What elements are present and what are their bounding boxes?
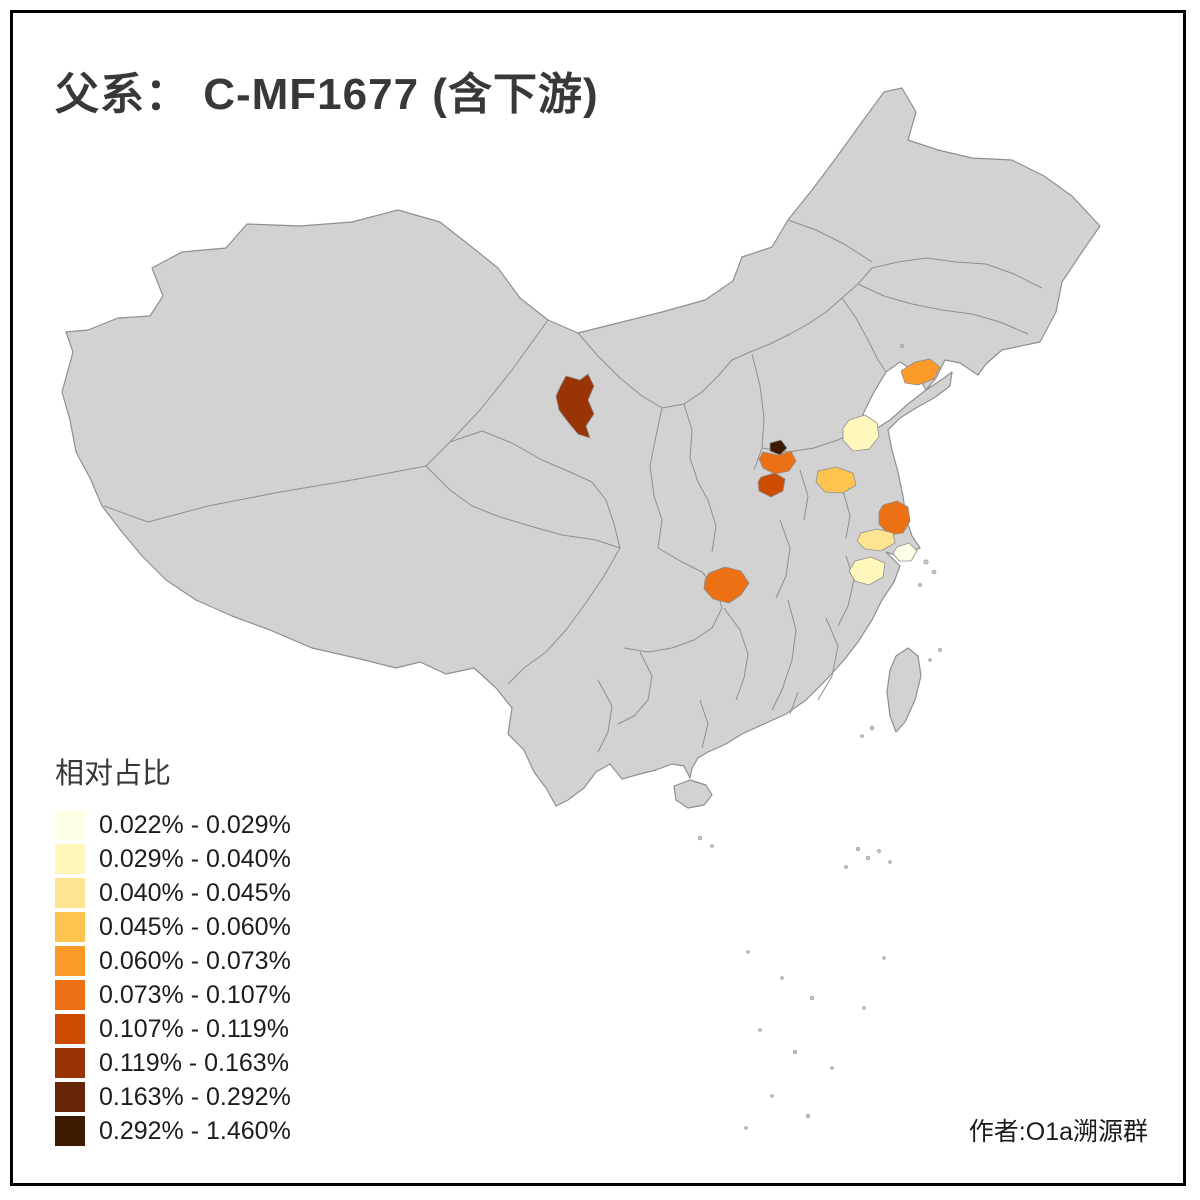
highlighted-region: [856, 528, 896, 552]
highlighted-region: [900, 358, 941, 386]
legend-swatch: [55, 1048, 85, 1078]
legend-swatch: [55, 946, 85, 976]
legend-label: 0.029% - 0.040%: [99, 844, 291, 873]
province-borders: [103, 219, 1043, 753]
map-title: 父系： C-MF1677 (含下游): [55, 70, 599, 119]
highlighted-region: [703, 566, 750, 604]
legend-label: 0.045% - 0.060%: [99, 912, 291, 941]
legend-row: 0.119% - 0.163%: [55, 1046, 291, 1080]
small-islands: [697, 344, 942, 1130]
legend-row: 0.292% - 1.460%: [55, 1114, 291, 1148]
legend-label: 0.022% - 0.029%: [99, 810, 291, 839]
legend-row: 0.029% - 0.040%: [55, 842, 291, 876]
highlighted-region: [842, 414, 880, 452]
legend-row: 0.107% - 0.119%: [55, 1012, 291, 1046]
legend-row: 0.073% - 0.107%: [55, 978, 291, 1012]
legend-row: 0.040% - 0.045%: [55, 876, 291, 910]
highlighted-regions: [555, 358, 941, 604]
highlighted-region: [757, 472, 786, 498]
legend-swatch: [55, 1014, 85, 1044]
legend-row: 0.022% - 0.029%: [55, 808, 291, 842]
legend-rows: 0.022% - 0.029% 0.029% - 0.040% 0.040% - 0…: [55, 808, 291, 1148]
legend-swatch: [55, 912, 85, 942]
mainland-outline: [61, 87, 1101, 807]
highlighted-region: [769, 439, 788, 456]
legend-label: 0.060% - 0.073%: [99, 946, 291, 975]
legend-row: 0.163% - 0.292%: [55, 1080, 291, 1114]
highlighted-region: [555, 373, 595, 439]
legend-label: 0.292% - 1.460%: [99, 1116, 291, 1145]
legend-swatch: [55, 810, 85, 840]
legend-label: 0.163% - 0.292%: [99, 1082, 291, 1111]
highlighted-region: [815, 466, 857, 494]
legend-label: 0.040% - 0.045%: [99, 878, 291, 907]
legend-swatch: [55, 980, 85, 1010]
legend-swatch: [55, 1082, 85, 1112]
legend-row: 0.045% - 0.060%: [55, 910, 291, 944]
highlighted-region: [892, 542, 918, 562]
legend-title: 相对占比: [55, 758, 172, 790]
legend-swatch: [55, 844, 85, 874]
legend-swatch: [55, 878, 85, 908]
landmass-group: [61, 87, 1101, 809]
attribution-text: 作者:O1a溯源群: [968, 1118, 1148, 1146]
legend-label: 0.073% - 0.107%: [99, 980, 291, 1009]
legend-swatch: [55, 1116, 85, 1146]
legend-row: 0.060% - 0.073%: [55, 944, 291, 978]
highlighted-region: [848, 556, 886, 586]
hainan-island: [673, 779, 713, 809]
taiwan-island: [886, 647, 922, 733]
highlighted-region: [878, 500, 911, 536]
legend: 相对占比 0.022% - 0.029% 0.029% - 0.040% 0.040…: [55, 750, 291, 1148]
highlighted-region: [758, 450, 797, 475]
legend-label: 0.107% - 0.119%: [99, 1014, 289, 1043]
legend-label: 0.119% - 0.163%: [99, 1048, 289, 1077]
